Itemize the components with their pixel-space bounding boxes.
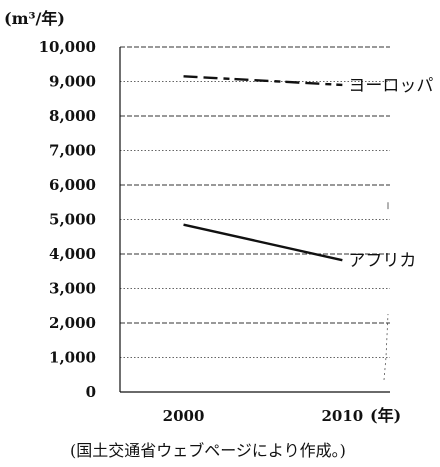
series-label-africa: アフリカ xyxy=(348,251,416,271)
y-tick-label: 4,000 xyxy=(49,245,96,263)
series-line-africa xyxy=(183,223,343,262)
y-tick-labels: 0 1,000 2,000 3,000 4,000 5,000 6,000 7,000 8,00… xyxy=(39,38,96,401)
x-tick-label: 2010 xyxy=(321,407,363,425)
y-tick-label: 0 xyxy=(86,383,96,401)
x-tick-labels: 2000 2010 xyxy=(163,407,364,425)
y-unit-label: (m³/年) xyxy=(4,9,65,28)
series-line-europe xyxy=(183,75,343,87)
source-note: (国土交通省ウェブページにより作成。) xyxy=(70,441,346,460)
x-tick-label: 2000 xyxy=(163,407,205,425)
gridlines xyxy=(120,46,390,358)
y-tick-label: 7,000 xyxy=(49,142,96,160)
series-label-europe: ヨーロッパ xyxy=(348,76,433,96)
y-tick-label: 8,000 xyxy=(49,107,96,125)
series-lines xyxy=(183,75,343,262)
y-tick-label: 1,000 xyxy=(49,349,96,367)
x-unit-label: (年) xyxy=(370,406,401,425)
y-tick-label: 5,000 xyxy=(49,211,96,229)
scan-marks xyxy=(383,202,389,381)
y-tick-label: 9,000 xyxy=(49,73,96,91)
y-tick-label: 6,000 xyxy=(49,176,96,194)
scan-mark xyxy=(383,313,389,381)
y-tick-label: 10,000 xyxy=(39,38,96,56)
y-tick-label: 2,000 xyxy=(49,314,96,332)
y-tick-label: 3,000 xyxy=(49,280,96,298)
